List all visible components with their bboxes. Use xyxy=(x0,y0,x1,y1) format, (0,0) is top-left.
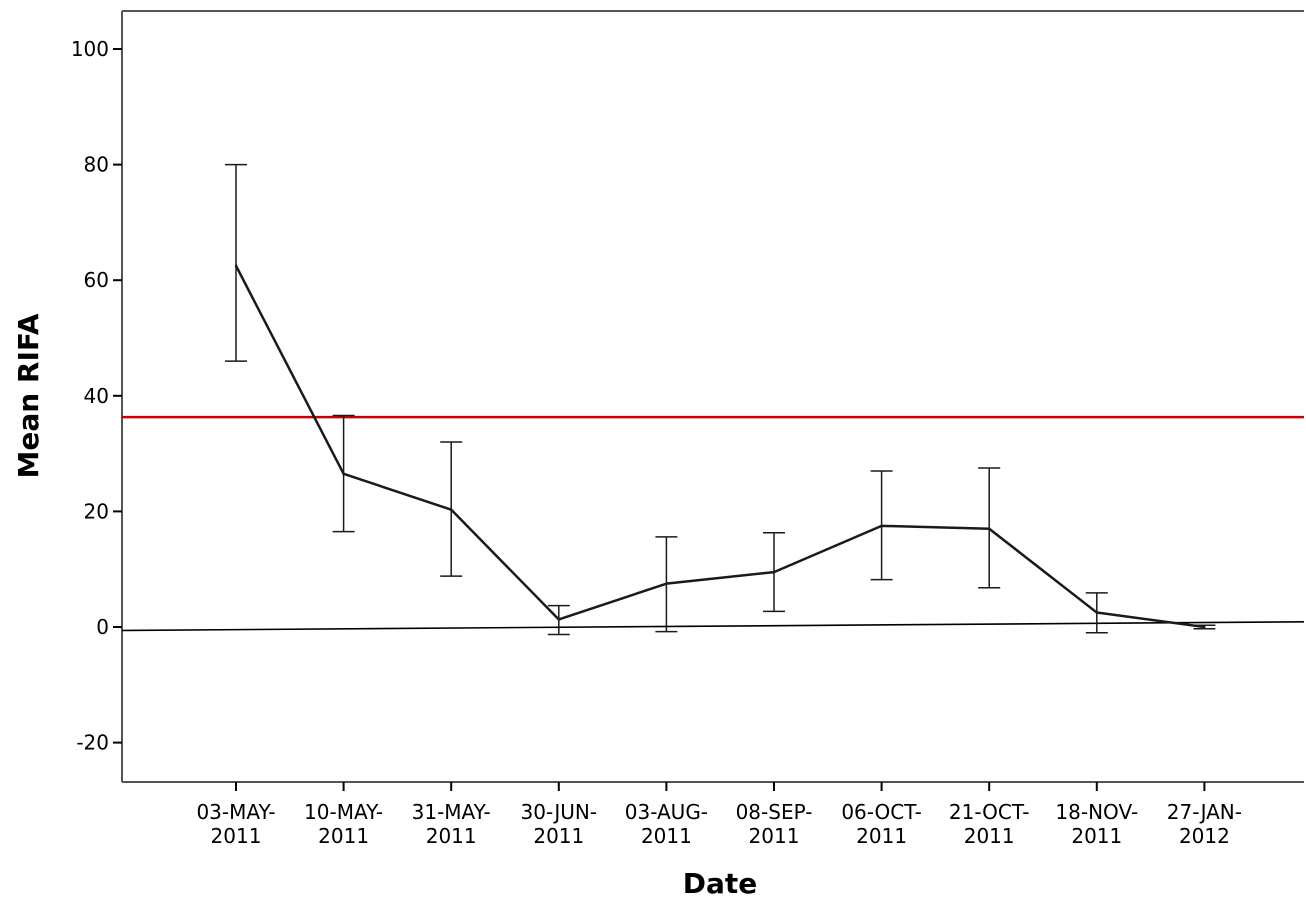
trend-line xyxy=(121,620,1305,632)
y-tick-label: 80 xyxy=(84,153,109,177)
x-tick-label: 30-JUN- xyxy=(521,800,598,824)
x-tick-label-year: 2011 xyxy=(211,824,262,848)
y-axis-title: Mean RIFA xyxy=(12,313,45,478)
y-tick-label: 0 xyxy=(96,615,109,639)
x-tick-label: 10-MAY- xyxy=(304,800,383,824)
reference-lines xyxy=(121,415,1305,632)
x-tick-label: 21-OCT- xyxy=(949,800,1030,824)
x-tick-label-year: 2011 xyxy=(426,824,477,848)
x-axis-title: Date xyxy=(683,867,758,900)
data-point xyxy=(234,264,238,267)
y-tick-label: 20 xyxy=(84,499,109,523)
x-tick-label-year: 2011 xyxy=(641,824,692,848)
data-point xyxy=(342,472,345,476)
x-tick-label: 31-MAY- xyxy=(412,800,491,824)
x-tick-label: 18-NOV- xyxy=(1055,800,1138,824)
x-tick-label-year: 2011 xyxy=(749,824,800,848)
x-tick-label-year: 2011 xyxy=(856,824,907,848)
y-tick-label: 100 xyxy=(71,37,109,61)
data-point xyxy=(450,508,453,511)
y-tick-label: -20 xyxy=(76,731,109,755)
axes: -2002040608010003-MAY-201110-MAY-201131-… xyxy=(71,10,1304,848)
data-point xyxy=(988,527,991,530)
data-point xyxy=(772,570,776,574)
x-tick-label-year: 2011 xyxy=(1071,824,1122,848)
data-point xyxy=(665,582,668,585)
x-tick-label-year: 2011 xyxy=(533,824,584,848)
x-tick-label: 03-MAY- xyxy=(196,800,275,824)
data-point xyxy=(1095,611,1099,614)
x-tick-label-year: 2011 xyxy=(318,824,369,848)
data-point xyxy=(1203,625,1206,629)
data-point xyxy=(880,524,883,528)
series xyxy=(225,163,1216,636)
x-tick-label: 06-OCT- xyxy=(841,800,922,824)
y-tick-label: 60 xyxy=(84,268,109,292)
x-tick-label: 27-JAN- xyxy=(1167,800,1242,824)
x-tick-label: 03-AUG- xyxy=(625,800,708,824)
x-tick-label-year: 2012 xyxy=(1179,824,1230,848)
series-line xyxy=(234,265,1205,629)
x-tick-label: 08-SEP- xyxy=(736,800,813,824)
data-point xyxy=(557,618,560,621)
x-tick-label-year: 2011 xyxy=(964,824,1015,848)
y-tick-label: 40 xyxy=(84,384,109,408)
